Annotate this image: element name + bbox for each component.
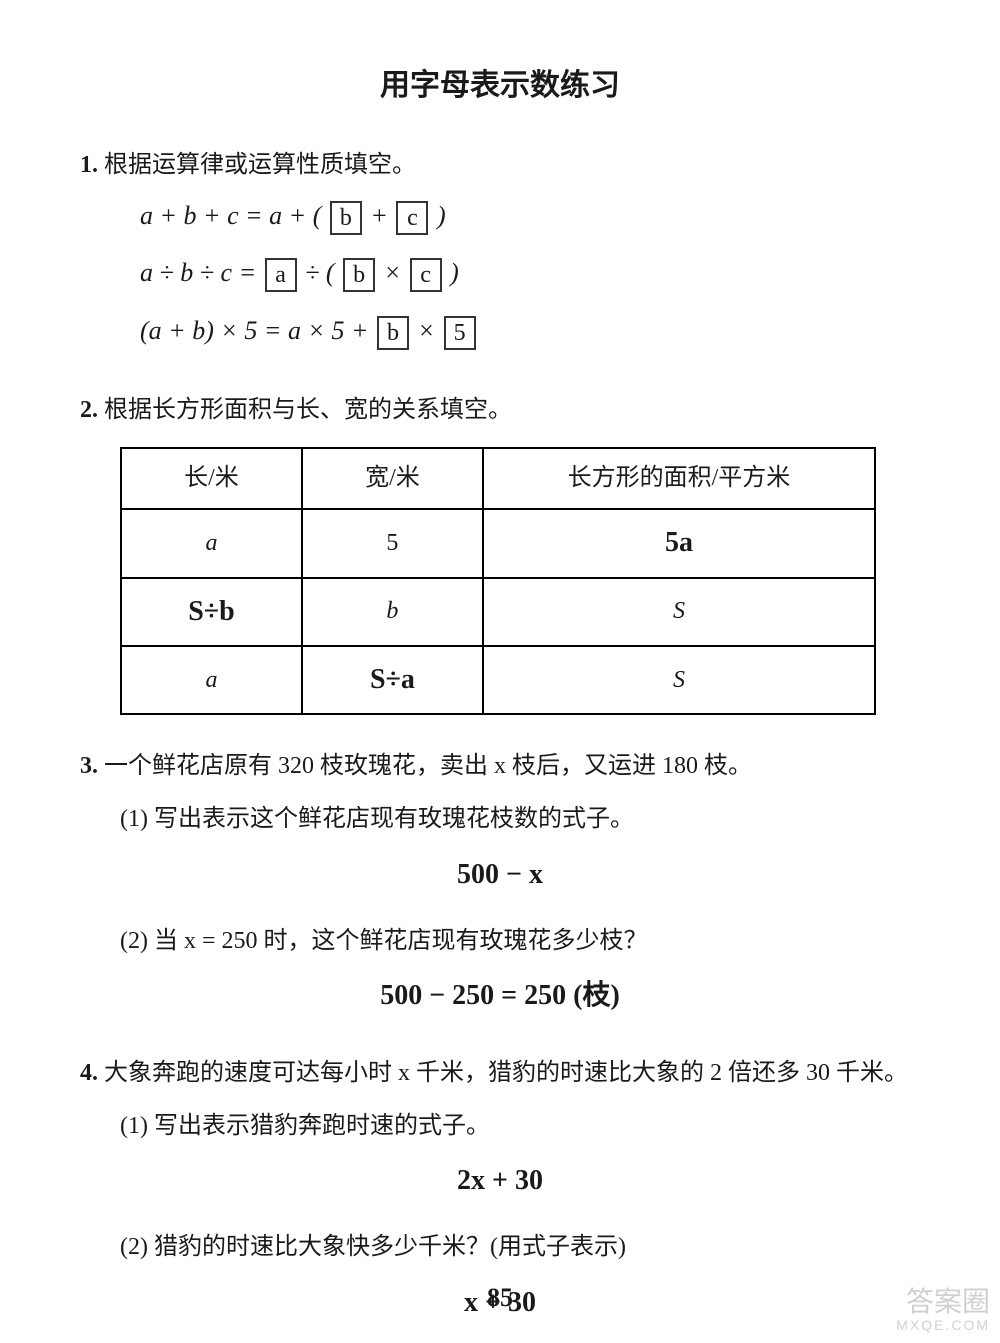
eq2-box-3: c xyxy=(410,258,442,292)
table-cell: a xyxy=(121,509,302,577)
page-number: 85 xyxy=(0,1283,1000,1313)
problem-3-sub2: (2) 当 x = 250 时，这个鲜花店现有玫瑰花多少枝？ xyxy=(120,920,920,963)
problem-3: 3. 一个鲜花店原有 320 枝玫瑰花，卖出 x 枝后，又运进 180 枝。 (… xyxy=(80,745,920,1021)
eq2-box-2: b xyxy=(343,258,375,292)
problem-2-number: 2. xyxy=(80,397,98,423)
table-cell: b xyxy=(302,578,483,646)
eq2-mid2: × xyxy=(384,258,408,287)
eq1-mid: + xyxy=(370,201,394,230)
equation-3: (a + b) × 5 = a × 5 + b × 5 xyxy=(140,302,920,359)
table-row: a 5 5a xyxy=(121,509,875,577)
table-header: 长方形的面积/平方米 xyxy=(483,448,875,509)
problem-1: 1. 根据运算律或运算性质填空。 a + b + c = a + ( b + c… xyxy=(80,144,920,359)
watermark-small: MXQE.COM xyxy=(896,1318,990,1333)
rectangle-table: 长/米 宽/米 长方形的面积/平方米 a 5 5a S÷b b S a S÷a … xyxy=(120,447,876,715)
problem-4-sub1: (1) 写出表示猎豹奔跑时速的式子。 xyxy=(120,1105,920,1148)
eq2-mid1: ÷ ( xyxy=(305,258,334,287)
problem-3-answer-2: 500 − 250 = 250 (枝) xyxy=(80,971,920,1021)
table-cell: 5a xyxy=(483,509,875,577)
equation-1: a + b + c = a + ( b + c ) xyxy=(140,187,920,244)
eq2-lhs: a ÷ b ÷ c = xyxy=(140,258,263,287)
table-cell: S÷a xyxy=(302,646,483,714)
table-cell: a xyxy=(121,646,302,714)
problem-3-sub1: (1) 写出表示这个鲜花店现有玫瑰花枝数的式子。 xyxy=(120,798,920,841)
eq1-box-2: c xyxy=(396,201,428,235)
problem-4-text: 大象奔跑的速度可达每小时 x 千米，猎豹的时速比大象的 2 倍还多 30 千米。 xyxy=(104,1060,908,1086)
eq3-box-2: 5 xyxy=(444,316,476,350)
table-header: 长/米 xyxy=(121,448,302,509)
problem-1-text: 根据运算律或运算性质填空。 xyxy=(104,152,416,178)
table-cell: S xyxy=(483,646,875,714)
table-row: S÷b b S xyxy=(121,578,875,646)
problem-2: 2. 根据长方形面积与长、宽的关系填空。 长/米 宽/米 长方形的面积/平方米 … xyxy=(80,389,920,716)
watermark: 答案圈 MXQE.COM xyxy=(896,1287,990,1333)
problem-3-number: 3. xyxy=(80,753,98,779)
equation-2: a ÷ b ÷ c = a ÷ ( b × c ) xyxy=(140,244,920,301)
table-header-row: 长/米 宽/米 长方形的面积/平方米 xyxy=(121,448,875,509)
problem-3-answer-1: 500 − x xyxy=(80,850,920,900)
page-title: 用字母表示数练习 xyxy=(80,60,920,104)
problem-4-number: 4. xyxy=(80,1060,98,1086)
watermark-big: 答案圈 xyxy=(906,1286,990,1317)
problem-4-answer-1: 2x + 30 xyxy=(80,1156,920,1206)
problem-1-equations: a + b + c = a + ( b + c ) a ÷ b ÷ c = a … xyxy=(140,187,920,359)
eq2-box-1: a xyxy=(265,258,297,292)
problem-2-text: 根据长方形面积与长、宽的关系填空。 xyxy=(104,397,512,423)
eq3-mid: × xyxy=(418,316,442,345)
table-row: a S÷a S xyxy=(121,646,875,714)
eq3-box-1: b xyxy=(377,316,409,350)
eq2-end: ) xyxy=(450,258,459,287)
table-cell: 5 xyxy=(302,509,483,577)
problem-1-number: 1. xyxy=(80,152,98,178)
eq1-box-1: b xyxy=(330,201,362,235)
problem-3-text: 一个鲜花店原有 320 枝玫瑰花，卖出 x 枝后，又运进 180 枝。 xyxy=(104,753,752,779)
eq1-end: ) xyxy=(437,201,446,230)
problem-4-sub2: (2) 猎豹的时速比大象快多少千米？(用式子表示) xyxy=(120,1226,920,1269)
table-cell: S÷b xyxy=(121,578,302,646)
eq3-lhs: (a + b) × 5 = a × 5 + xyxy=(140,316,375,345)
table-cell: S xyxy=(483,578,875,646)
table-header: 宽/米 xyxy=(302,448,483,509)
eq1-lhs: a + b + c = a + ( xyxy=(140,201,321,230)
